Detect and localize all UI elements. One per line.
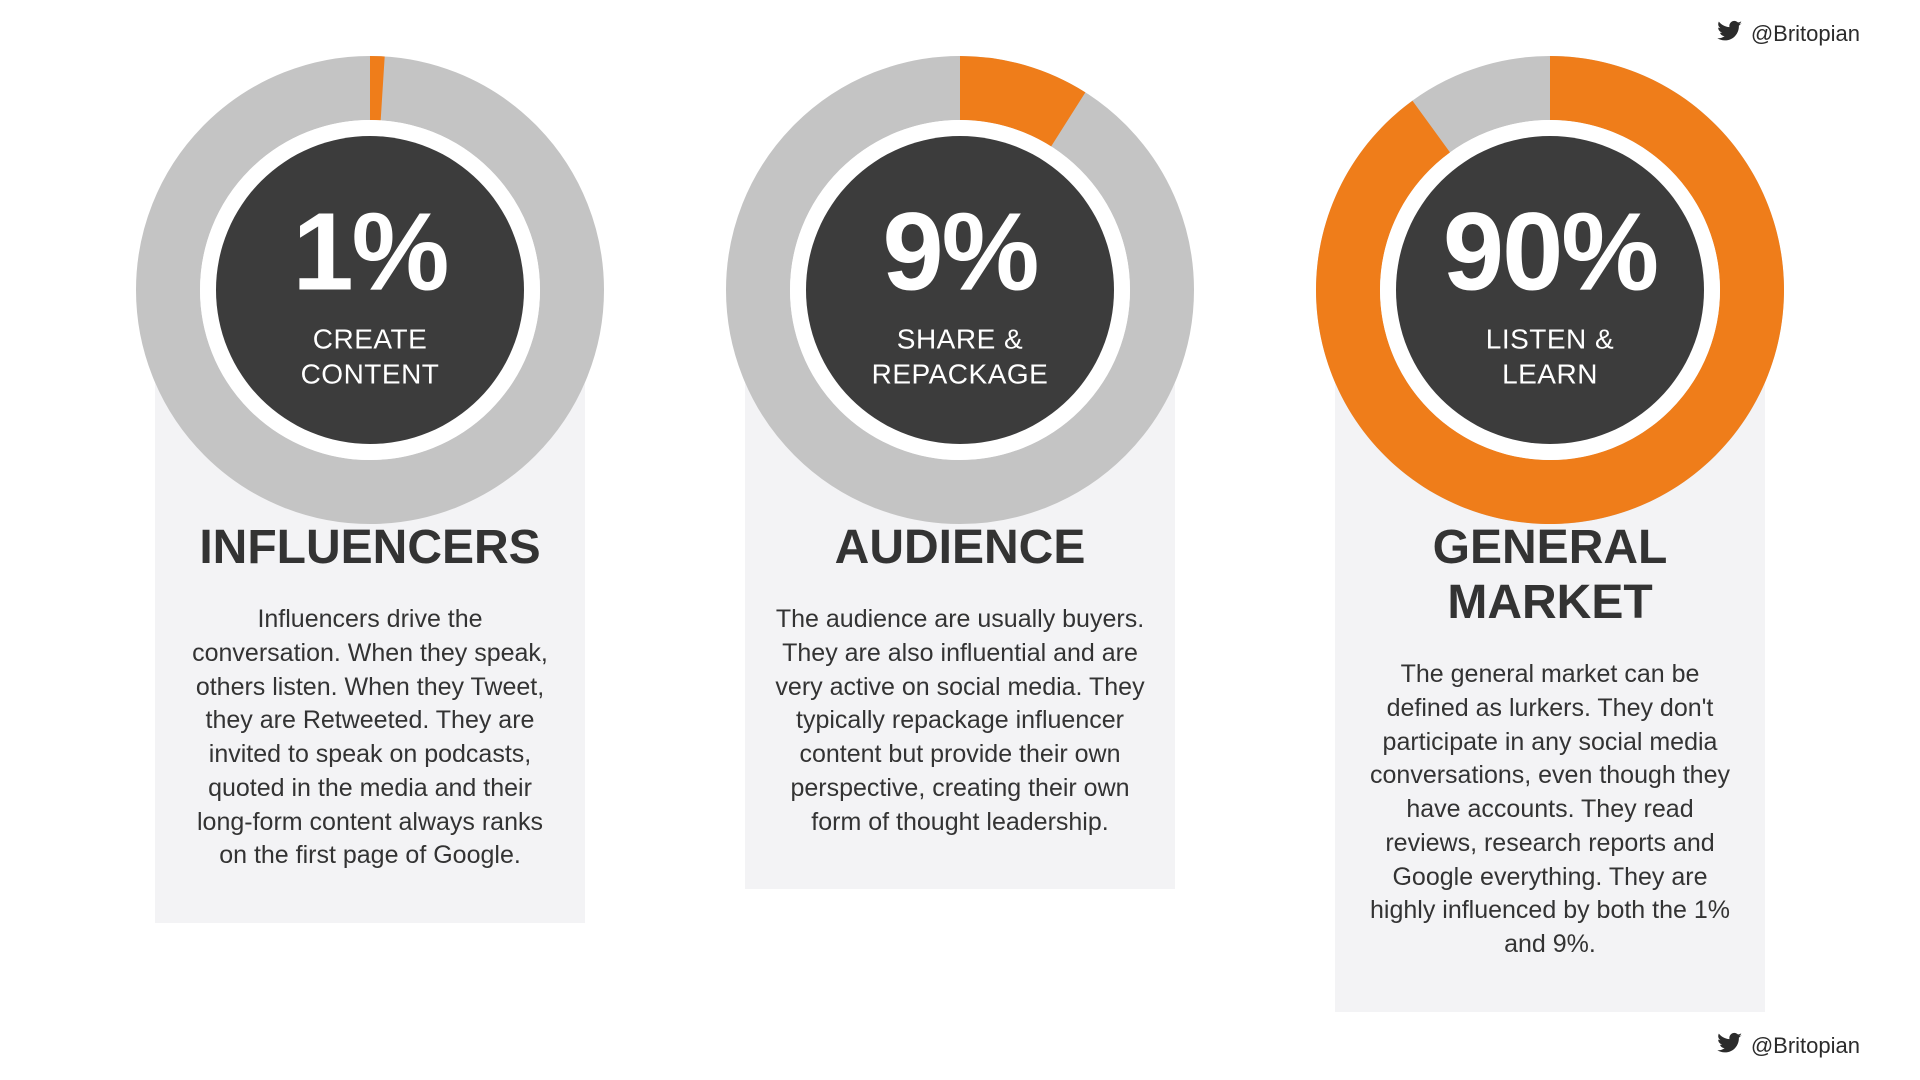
body-2: The general market can be defined as lur… (1361, 658, 1739, 962)
percent-label-1: 9% (830, 189, 1090, 316)
infographic-canvas: @Britopian @Britopian 1%CREATE CONTENTIN… (0, 0, 1920, 1080)
column-2: 90%LISTEN & LEARNGENERAL MARKETThe gener… (1300, 40, 1800, 1012)
column-1: 9%SHARE & REPACKAGEAUDIENCEThe audience … (710, 40, 1210, 1012)
column-0: 1%CREATE CONTENTINFLUENCERSInfluencers d… (120, 40, 620, 1012)
donut-center-1: 9%SHARE & REPACKAGE (830, 189, 1090, 392)
donut-1: 9%SHARE & REPACKAGE (710, 40, 1210, 540)
twitter-handle-bottom: @Britopian (1717, 1030, 1860, 1062)
body-0: Influencers drive the conversation. When… (181, 603, 559, 873)
body-1: The audience are usually buyers. They ar… (771, 603, 1149, 839)
sub-label-2: LISTEN & LEARN (1420, 322, 1680, 392)
sub-label-0: CREATE CONTENT (240, 322, 500, 392)
twitter-handle-bottom-text: @Britopian (1751, 1033, 1860, 1059)
twitter-icon (1717, 1030, 1743, 1062)
donut-0: 1%CREATE CONTENT (120, 40, 620, 540)
donut-center-0: 1%CREATE CONTENT (240, 189, 500, 392)
donut-center-2: 90%LISTEN & LEARN (1420, 189, 1680, 392)
percent-label-2: 90% (1420, 189, 1680, 316)
sub-label-1: SHARE & REPACKAGE (830, 322, 1090, 392)
percent-label-0: 1% (240, 189, 500, 316)
columns-container: 1%CREATE CONTENTINFLUENCERSInfluencers d… (0, 0, 1920, 1012)
donut-2: 90%LISTEN & LEARN (1300, 40, 1800, 540)
